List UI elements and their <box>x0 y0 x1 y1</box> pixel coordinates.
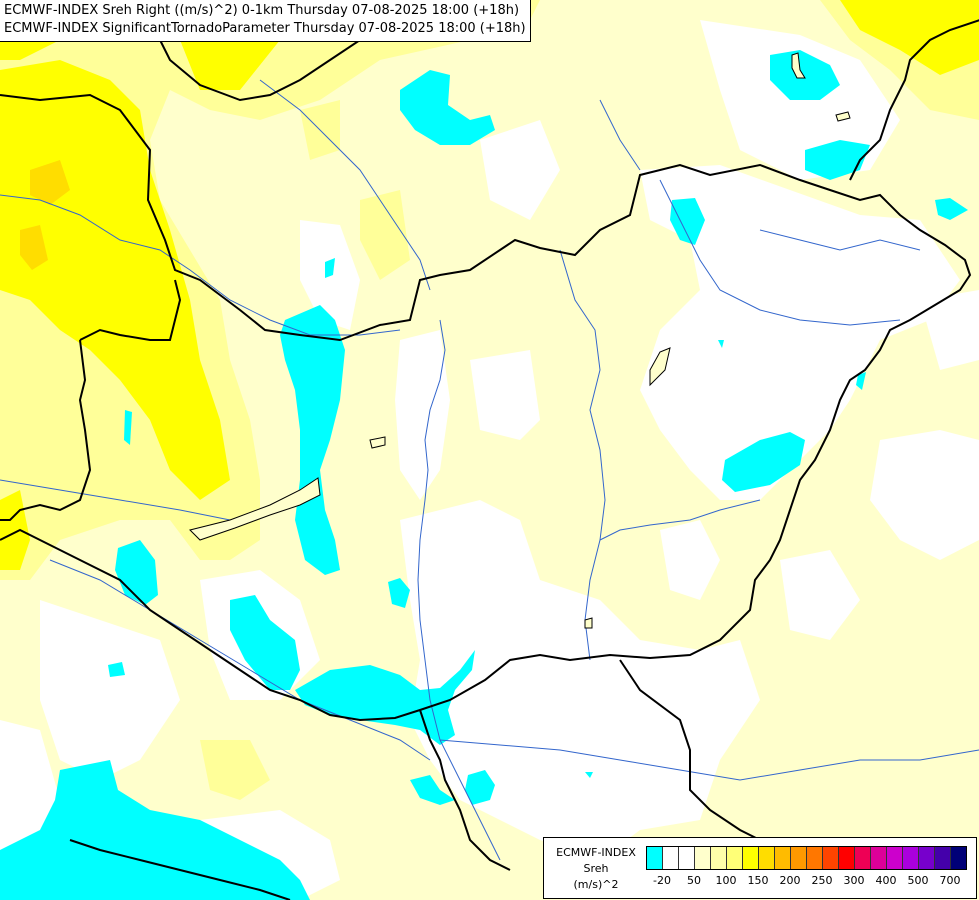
legend-swatch <box>775 847 791 869</box>
legend-color-bar <box>646 846 967 870</box>
legend-swatch <box>919 847 935 869</box>
legend-swatch <box>711 847 727 869</box>
legend-swatch <box>759 847 775 869</box>
legend-swatch <box>887 847 903 869</box>
legend-variable: Sreh <box>583 862 609 875</box>
lakes <box>189 52 851 629</box>
legend-swatch <box>679 847 695 869</box>
legend-swatch <box>663 847 679 869</box>
legend-unit: (m/s)^2 <box>573 878 619 891</box>
legend-ticks: -20 50 100 150 200 250 300 400 500 700 <box>646 874 976 890</box>
title-line-2: ECMWF-INDEX SignificantTornadoParameter … <box>4 21 526 36</box>
white-regions <box>0 20 979 900</box>
legend-tick-label: 150 <box>747 874 769 887</box>
legend-model: ECMWF-INDEX <box>556 846 636 859</box>
legend-swatch <box>727 847 743 869</box>
gold-regions <box>20 160 70 270</box>
legend-swatch <box>791 847 807 869</box>
legend-swatch <box>935 847 951 869</box>
legend-tick-label: 700 <box>939 874 961 887</box>
legend-tick-label: 250 <box>811 874 833 887</box>
legend-swatch <box>807 847 823 869</box>
legend-swatch <box>871 847 887 869</box>
cyan-regions <box>0 50 968 900</box>
legend-swatch <box>839 847 855 869</box>
color-legend: ECMWF-INDEX Sreh (m/s)^2 -20 50 100 150 200 2… <box>543 837 977 899</box>
legend-swatch <box>743 847 759 869</box>
legend-tick-label: 500 <box>907 874 929 887</box>
rivers <box>0 79 979 861</box>
legend-tick-label: -20 <box>653 874 671 887</box>
map-title: ECMWF-INDEX Sreh Right ((m/s)^2) 0-1km T… <box>0 0 531 42</box>
legend-tick-label: 300 <box>843 874 865 887</box>
legend-swatch <box>855 847 871 869</box>
title-line-1: ECMWF-INDEX Sreh Right ((m/s)^2) 0-1km T… <box>4 3 520 18</box>
legend-swatch <box>647 847 663 869</box>
legend-swatch <box>823 847 839 869</box>
legend-swatch <box>695 847 711 869</box>
legend-tick-label: 400 <box>875 874 897 887</box>
legend-tick-label: 50 <box>687 874 701 887</box>
legend-tick-label: 200 <box>779 874 801 887</box>
legend-swatch <box>903 847 919 869</box>
legend-tick-label: 100 <box>715 874 737 887</box>
legend-swatch <box>951 847 966 869</box>
